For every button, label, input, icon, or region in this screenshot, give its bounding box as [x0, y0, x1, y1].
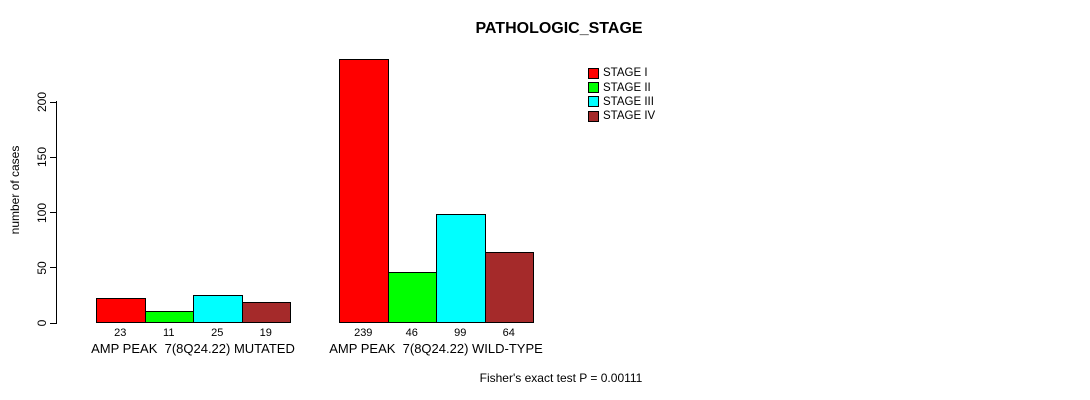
bar-stage-iv: [484, 252, 534, 323]
legend-label: STAGE IV: [603, 110, 656, 123]
bar-stage-ii: [387, 272, 437, 323]
legend-row: STAGE IV: [588, 109, 655, 123]
y-tick-label: 0: [35, 319, 49, 327]
y-tick-mark: [50, 101, 57, 103]
bar-value-label: 99: [454, 327, 467, 339]
bar-value-label: 19: [259, 327, 272, 339]
bar-value-label: 23: [114, 327, 127, 339]
y-tick-label: 100: [35, 202, 49, 223]
bar-value-label: 239: [354, 327, 373, 339]
legend-swatch-icon: [588, 96, 599, 108]
bar-value-label: 25: [211, 327, 224, 339]
y-tick-mark: [50, 322, 57, 324]
bar-stage-iii: [193, 295, 243, 323]
bar-stage-ii: [144, 310, 194, 323]
y-tick-mark: [50, 267, 57, 269]
legend-label: STAGE I: [603, 67, 648, 80]
legend-label: STAGE II: [603, 81, 651, 94]
statistic-annotation: Fisher's exact test P = 0.00111: [479, 371, 643, 385]
legend-label: STAGE III: [603, 95, 654, 108]
legend-swatch-icon: [588, 82, 599, 94]
bar-stage-iii: [436, 213, 486, 323]
y-tick-label: 200: [35, 91, 49, 113]
y-tick-mark: [50, 212, 57, 213]
y-axis-title: number of cases: [8, 145, 22, 235]
chart-title: PATHOLOGIC_STAGE: [475, 20, 643, 37]
y-tick-mark: [50, 156, 57, 158]
y-tick-label: 150: [35, 147, 49, 168]
bar-stage-i: [96, 297, 146, 323]
legend: STAGE I STAGE II STAGE III STAGE IV: [588, 66, 655, 124]
bar-value-label: 64: [502, 327, 515, 339]
bar-stage-i: [339, 58, 389, 323]
bar-value-label: 11: [163, 327, 175, 339]
y-tick-label: 50: [35, 261, 49, 275]
group-label: AMP PEAK 7(8Q24.22) MUTATED: [91, 341, 295, 356]
legend-row: STAGE III: [588, 95, 655, 109]
legend-swatch-icon: [588, 67, 599, 79]
bar-stage-iv: [241, 302, 291, 323]
bar-value-label: 46: [405, 327, 418, 339]
legend-swatch-icon: [588, 110, 599, 122]
legend-row: STAGE I: [588, 66, 655, 80]
legend-row: STAGE II: [588, 80, 655, 94]
group-label: AMP PEAK 7(8Q24.22) WILD-TYPE: [329, 341, 543, 356]
